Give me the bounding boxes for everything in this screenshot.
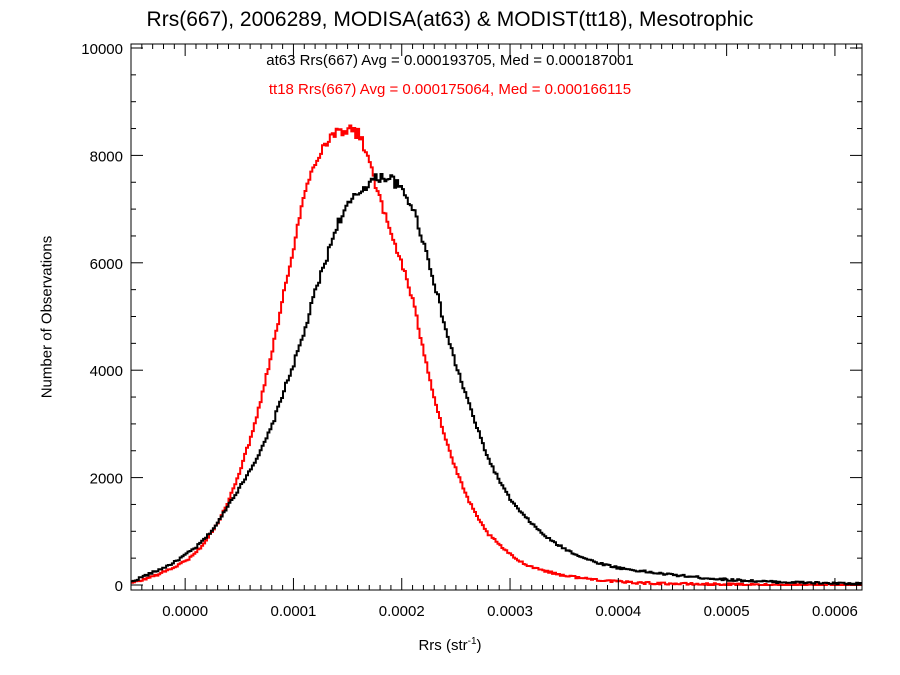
y-tick-label: 4000 xyxy=(90,363,123,380)
y-axis-label: Number of Observations xyxy=(38,235,56,399)
y-tick-label: 6000 xyxy=(90,256,123,273)
y-tick-label: 10000 xyxy=(81,41,123,58)
x-tick-label: 0.0000 xyxy=(162,603,208,620)
x-tick-label: 0.0004 xyxy=(595,603,641,620)
series-at63-line xyxy=(131,173,862,586)
plot-frame xyxy=(130,43,863,591)
x-tick-label: 0.0001 xyxy=(270,603,316,620)
x-tick-label: 0.0005 xyxy=(704,603,750,620)
y-tick-label: 0 xyxy=(115,578,123,595)
x-tick-label: 0.0006 xyxy=(812,603,858,620)
x-axis-label-text: Rrs (str xyxy=(418,637,468,654)
x-tick-label: 0.0002 xyxy=(379,603,425,620)
series-tt18-line xyxy=(131,124,862,586)
at63-stats-annotation: at63 Rrs(667) Avg = 0.000193705, Med = 0… xyxy=(266,52,634,69)
chart-title: Rrs(667), 2006289, MODISA(at63) & MODIST… xyxy=(146,8,754,31)
x-tick-label: 0.0003 xyxy=(487,603,533,620)
tt18-stats-annotation: tt18 Rrs(667) Avg = 0.000175064, Med = 0… xyxy=(268,81,632,98)
y-tick-label: 2000 xyxy=(90,471,123,488)
x-axis-label-exponent: -1 xyxy=(467,636,477,647)
y-tick-label: 8000 xyxy=(90,148,123,165)
x-axis-label-close: ) xyxy=(476,637,482,654)
x-axis-label: Rrs (str-1) xyxy=(0,636,900,654)
